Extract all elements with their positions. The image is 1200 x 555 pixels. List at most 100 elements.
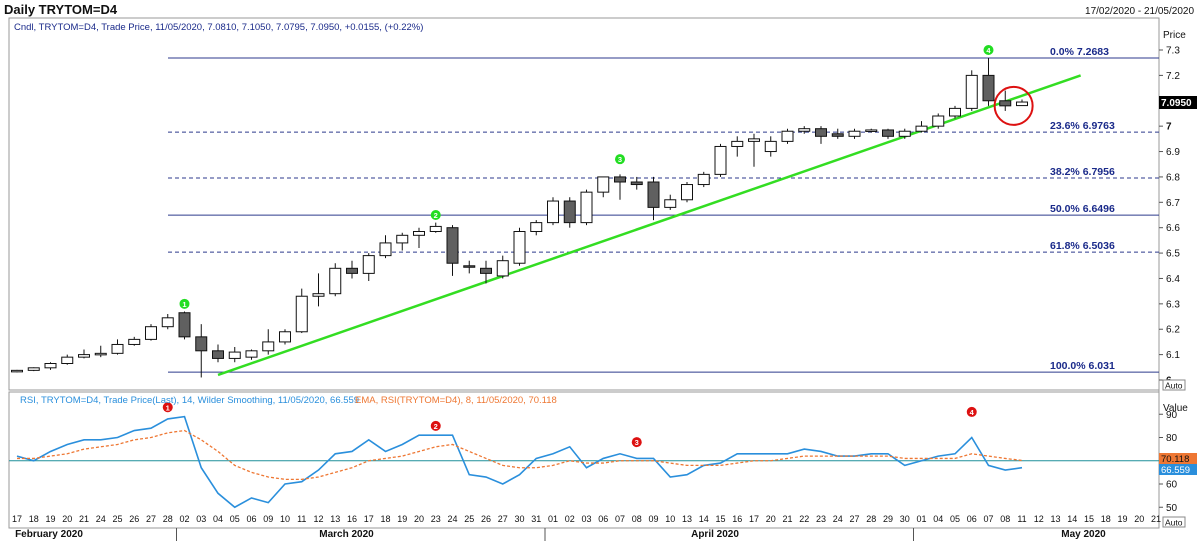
candle-body (1016, 101, 1028, 107)
price-tick-label: 7 (1166, 122, 1172, 133)
rsi-axis-title: Value (1163, 403, 1188, 414)
price-tick-label: 6.8 (1166, 172, 1180, 183)
candle (731, 136, 744, 157)
candle-body (312, 293, 325, 297)
x-day-label: 06 (246, 514, 256, 524)
candle (748, 133, 760, 167)
x-day-label: 27 (146, 514, 156, 524)
x-day-label: 20 (414, 514, 424, 524)
rsi-auto-label: Auto (1165, 518, 1183, 528)
x-day-label: 20 (62, 514, 72, 524)
x-day-label: 19 (45, 514, 55, 524)
rsi-marker-2 (430, 420, 441, 431)
candle (413, 227, 425, 248)
candle-body (563, 200, 576, 224)
price-tick-label: 6.9 (1166, 147, 1180, 158)
candle (362, 253, 375, 281)
candle-body (446, 227, 459, 264)
candle (815, 126, 827, 144)
candle (580, 189, 593, 226)
candle-body (781, 130, 794, 142)
candle (496, 255, 509, 279)
candle-body (764, 140, 777, 153)
candle-body (882, 129, 894, 137)
candle (346, 260, 358, 279)
x-day-label: 21 (79, 514, 89, 524)
candle-body (27, 367, 40, 371)
x-day-label: 27 (498, 514, 508, 524)
candle (614, 174, 626, 200)
candle (279, 329, 291, 345)
x-day-label: 16 (347, 514, 357, 524)
candle (865, 128, 878, 133)
x-day-label: 15 (715, 514, 725, 524)
candle-body (681, 184, 693, 201)
candle-body (530, 222, 543, 233)
candle (145, 324, 157, 341)
fib-label-5: 100.0% 6.031 (1050, 360, 1115, 372)
candle (161, 314, 174, 330)
candle (27, 367, 40, 372)
x-day-label: 25 (112, 514, 122, 524)
candle (848, 128, 861, 139)
x-day-label: 31 (531, 514, 541, 524)
x-day-label: 10 (665, 514, 675, 524)
trendline-layer (217, 74, 1082, 377)
x-day-label: 01 (548, 514, 558, 524)
x-day-label: 23 (816, 514, 826, 524)
chart-title: Daily TRYTOM=D4 (4, 2, 118, 17)
candle (999, 90, 1012, 111)
current-price-label: 7.0950 (1161, 98, 1192, 109)
candle (764, 136, 777, 157)
price-tick-label: 6.2 (1166, 325, 1180, 336)
x-day-label: 10 (280, 514, 290, 524)
x-day-label: 18 (29, 514, 39, 524)
x-day-label: 26 (129, 514, 139, 524)
candle-body (128, 338, 141, 345)
price-auto-button[interactable] (1162, 379, 1186, 391)
rsi-panel-frame (8, 391, 1160, 529)
ema-value-label: 70.118 (1161, 454, 1189, 465)
candle-body (496, 260, 509, 277)
candle (61, 354, 74, 365)
x-day-label: 21 (782, 514, 792, 524)
candle (714, 143, 727, 177)
price-axis-title: Price (1163, 30, 1186, 41)
rsi-tick-label: 90 (1166, 410, 1178, 421)
rsi-tick-label: 50 (1166, 503, 1178, 514)
x-day-label: 30 (514, 514, 524, 524)
candle (446, 225, 459, 276)
rsi-value-label: 66.559 (1161, 465, 1190, 476)
x-day-label: 17 (12, 514, 22, 524)
rsi-layer: 1 2 3 4 (9, 402, 1159, 509)
candle-body (346, 267, 358, 274)
candle-body (614, 176, 626, 183)
x-day-label: 13 (1050, 514, 1060, 524)
candle-body (329, 267, 342, 295)
rsi-marker-3 (631, 437, 642, 448)
x-day-label: 08 (632, 514, 642, 524)
candle (647, 176, 660, 221)
x-day-label: 23 (431, 514, 441, 524)
candle-body (965, 74, 978, 109)
x-day-label: 02 (565, 514, 575, 524)
candle-body (647, 181, 660, 208)
candle (513, 227, 526, 266)
x-day-label: 04 (933, 514, 943, 524)
candle-body (748, 138, 760, 142)
rsi-auto-button[interactable] (1162, 516, 1186, 528)
candle-body (362, 255, 375, 274)
fib-label-0: 0.0% 7.2683 (1050, 46, 1109, 58)
ema-line (17, 429, 1023, 481)
x-day-label: 26 (481, 514, 491, 524)
rsi-line (16, 415, 1023, 509)
x-day-label: 25 (464, 514, 474, 524)
candle-body (898, 130, 911, 137)
x-day-label: 07 (983, 514, 993, 524)
x-day-label: 06 (598, 514, 608, 524)
candle (681, 182, 693, 203)
candle-body (815, 128, 827, 137)
candle-body (295, 295, 308, 333)
